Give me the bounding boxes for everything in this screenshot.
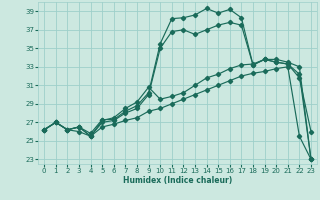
- X-axis label: Humidex (Indice chaleur): Humidex (Indice chaleur): [123, 176, 232, 185]
